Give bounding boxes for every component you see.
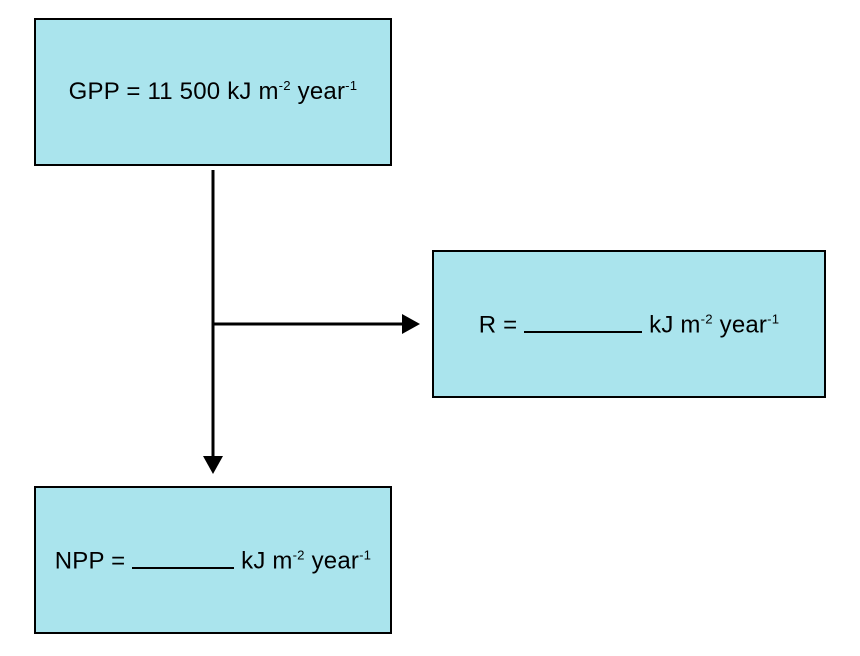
r-text: R = kJ m-2 year-1 — [479, 309, 780, 340]
gpp-box: GPP = 11 500 kJ m-2 year-1 — [34, 18, 392, 166]
r-box: R = kJ m-2 year-1 — [432, 250, 826, 398]
arrow-gpp-to-r — [213, 314, 420, 334]
r-blank — [524, 310, 642, 334]
npp-blank — [132, 546, 234, 570]
gpp-text: GPP = 11 500 kJ m-2 year-1 — [69, 78, 358, 106]
gpp-unit-exp2: -1 — [345, 78, 357, 93]
r-unit-mid: year — [713, 311, 767, 338]
r-unit-exp2: -1 — [767, 311, 779, 326]
r-unit-exp1: -2 — [701, 311, 713, 326]
npp-box: NPP = kJ m-2 year-1 — [34, 486, 392, 634]
npp-unit-exp1: -2 — [293, 547, 305, 562]
npp-unit-exp2: -1 — [359, 547, 371, 562]
gpp-unit-mid: year — [291, 78, 345, 105]
arrow-gpp-to-npp — [203, 170, 223, 474]
r-unit-base: kJ m — [649, 311, 700, 338]
gpp-value: 11 500 — [148, 78, 221, 105]
gpp-unit-base: kJ m — [227, 78, 278, 105]
npp-text: NPP = kJ m-2 year-1 — [55, 545, 371, 576]
diagram-canvas: GPP = 11 500 kJ m-2 year-1 R = kJ m-2 ye… — [0, 0, 860, 656]
npp-unit-base: kJ m — [241, 547, 292, 574]
r-label: R — [479, 311, 497, 338]
gpp-label: GPP — [69, 78, 120, 105]
npp-label: NPP — [55, 547, 105, 574]
npp-unit-mid: year — [305, 547, 359, 574]
gpp-unit-exp1: -2 — [279, 78, 291, 93]
